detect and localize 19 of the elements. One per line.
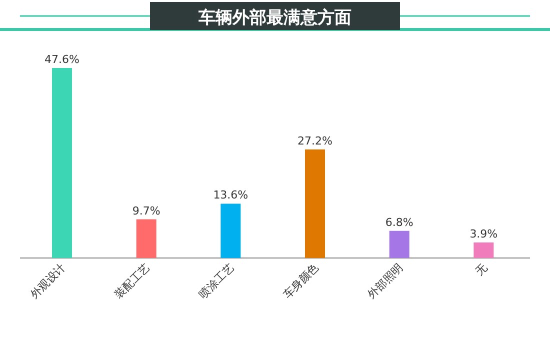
x-tick-label: 外观设计 [28, 260, 68, 302]
bar [389, 230, 410, 258]
x-tick-label: 无 [472, 260, 490, 278]
data-label: 47.6% [44, 53, 80, 66]
bar [474, 242, 494, 258]
data-label: 9.7% [132, 204, 160, 218]
bar [136, 219, 156, 258]
chart-title: 车辆外部最满意方面 [198, 8, 352, 28]
bar [52, 68, 72, 258]
data-label: 3.9% [470, 227, 498, 240]
bar [220, 204, 241, 258]
x-tick-label: 喷涂工艺 [196, 260, 237, 302]
x-tick-label: 装配工艺 [112, 260, 152, 302]
data-label: 27.2% [298, 134, 332, 148]
x-tick-label: 车身颜色 [280, 260, 322, 302]
data-label: 6.8% [385, 216, 414, 229]
x-tick-label: 外部照明 [365, 260, 406, 302]
bar [305, 149, 325, 258]
data-label: 13.6% [213, 188, 248, 202]
